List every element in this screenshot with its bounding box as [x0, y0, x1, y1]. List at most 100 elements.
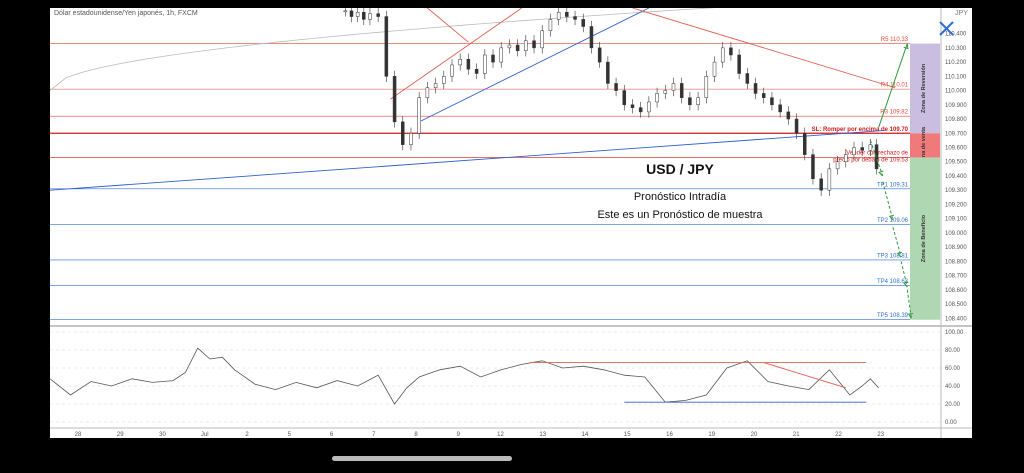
candle-body [704, 76, 709, 98]
candle-body [622, 90, 627, 106]
candle-body [362, 12, 366, 20]
corner-caption: JPY [955, 10, 968, 17]
indicator-axis-tick: 40.00 [945, 384, 961, 390]
trendline-2 [390, 8, 522, 100]
candle-body [696, 97, 700, 106]
projection-arrow-2-head [888, 214, 895, 221]
projection-arrow-2 [882, 181, 894, 221]
candle-body [573, 16, 577, 20]
candle-body [712, 61, 717, 77]
zone-label-2: Zona de Beneficio [921, 214, 927, 262]
chart-frame: Zona de Reversión Zona de venta Zona de Be… [50, 8, 972, 438]
candle-body [753, 83, 758, 94]
indicator-axis-tick: 20.00 [945, 402, 961, 408]
level-label-4-b: precio por debajo de 109.53 [833, 157, 908, 163]
candle-body [688, 97, 692, 106]
time-axis-tick: 15 [624, 432, 631, 438]
candle-body [679, 83, 684, 98]
time-axis-tick: 13 [539, 432, 546, 438]
time-axis-tick: 21 [793, 432, 800, 438]
indicator-line [50, 347, 879, 405]
symbol-caption: Dólar estadounidense/Yen japonés, 1h, FX… [54, 10, 198, 17]
candle-body [844, 154, 848, 162]
candle-body [565, 12, 569, 17]
candle-body [417, 97, 421, 134]
candle-body [671, 83, 676, 91]
candle-body [770, 97, 774, 106]
time-axis-tick: 5 [288, 432, 292, 438]
projection-arrow-5-head [907, 313, 913, 319]
candle-body [556, 12, 561, 20]
chart-title: USD / JPY [646, 161, 714, 177]
time-axis-tick: 28 [75, 432, 82, 438]
time-axis-tick: 14 [582, 432, 589, 438]
chart-subtitle: Pronóstico Intradía [634, 191, 727, 203]
indicator-axis-tick: 60.00 [945, 366, 961, 372]
candle-body [499, 47, 503, 63]
indicator-axis-tick: 0.00 [945, 420, 957, 426]
candle-body [581, 19, 586, 27]
level-label-2: R3 109.82 [880, 110, 908, 116]
price-axis-tick: 110.000 [945, 89, 967, 95]
price-axis-tick: 108.500 [945, 302, 967, 308]
candle-body [355, 12, 360, 17]
price-axis-tick: 109.500 [945, 160, 967, 166]
time-axis-tick: Jul [201, 432, 209, 438]
projection-arrow-1 [869, 140, 884, 177]
candle-body [745, 73, 750, 84]
time-axis-tick: 7 [372, 432, 376, 438]
projection-arrow-4-head [903, 281, 909, 288]
candle-body [483, 54, 487, 74]
moving-average-line [50, 8, 716, 91]
zone-label-1: Zona de venta [921, 126, 927, 164]
chart-background [50, 8, 972, 438]
price-axis-tick: 110.400 [945, 32, 967, 38]
projection-arrow-3 [892, 227, 902, 258]
candle-body [737, 54, 741, 74]
price-axis-tick: 109.700 [945, 131, 967, 137]
candle-body [647, 101, 651, 113]
price-axis-tick: 108.800 [945, 259, 967, 265]
indicator-trendline-2 [763, 362, 846, 389]
level-label-9: TP5 108.39 [877, 313, 909, 319]
candle-body [835, 161, 840, 170]
price-axis-tick: 110.300 [945, 46, 967, 52]
candle-body [466, 58, 471, 70]
price-axis-tick: 109.100 [945, 217, 967, 223]
candle-body [811, 154, 815, 180]
candle-body [532, 40, 536, 49]
candle-body [638, 107, 643, 113]
price-axis-tick: 109.000 [945, 231, 967, 237]
candle-body [384, 16, 389, 77]
price-axis-tick: 109.300 [945, 188, 967, 194]
time-axis-tick: 8 [414, 432, 418, 438]
zone-band-0 [910, 43, 940, 134]
candle-body [515, 44, 520, 51]
candle-body [442, 76, 446, 84]
level-label-3: SL: Romper por encima de 109.70 [812, 127, 909, 133]
home-indicator [332, 456, 512, 461]
time-axis-tick: 29 [117, 432, 124, 438]
candle-body [425, 87, 430, 98]
candle-body [474, 68, 479, 74]
chart-note: Este es un Pronóstico de muestra [597, 209, 763, 221]
zone-band-1 [910, 133, 940, 158]
candle-body [458, 58, 462, 66]
candle-body [376, 13, 380, 17]
price-axis-tick: 108.700 [945, 274, 967, 280]
zone-label-0: Zona de Reversión [921, 63, 927, 113]
price-axis-tick: 110.200 [945, 60, 967, 66]
projection-arrow-1-head [878, 170, 884, 177]
candle-body [819, 178, 823, 191]
candle-body [343, 10, 348, 13]
time-axis-tick: 16 [666, 432, 673, 438]
candle-body [794, 118, 799, 134]
candle-body [614, 83, 618, 91]
close-icon[interactable] [939, 21, 954, 36]
time-axis-tick: 9 [457, 432, 461, 438]
time-axis-tick: 2 [245, 432, 249, 438]
price-axis-tick: 108.900 [945, 245, 967, 251]
candle-body [720, 47, 725, 63]
candle-body [433, 83, 438, 88]
close-icon-stroke [939, 21, 954, 36]
